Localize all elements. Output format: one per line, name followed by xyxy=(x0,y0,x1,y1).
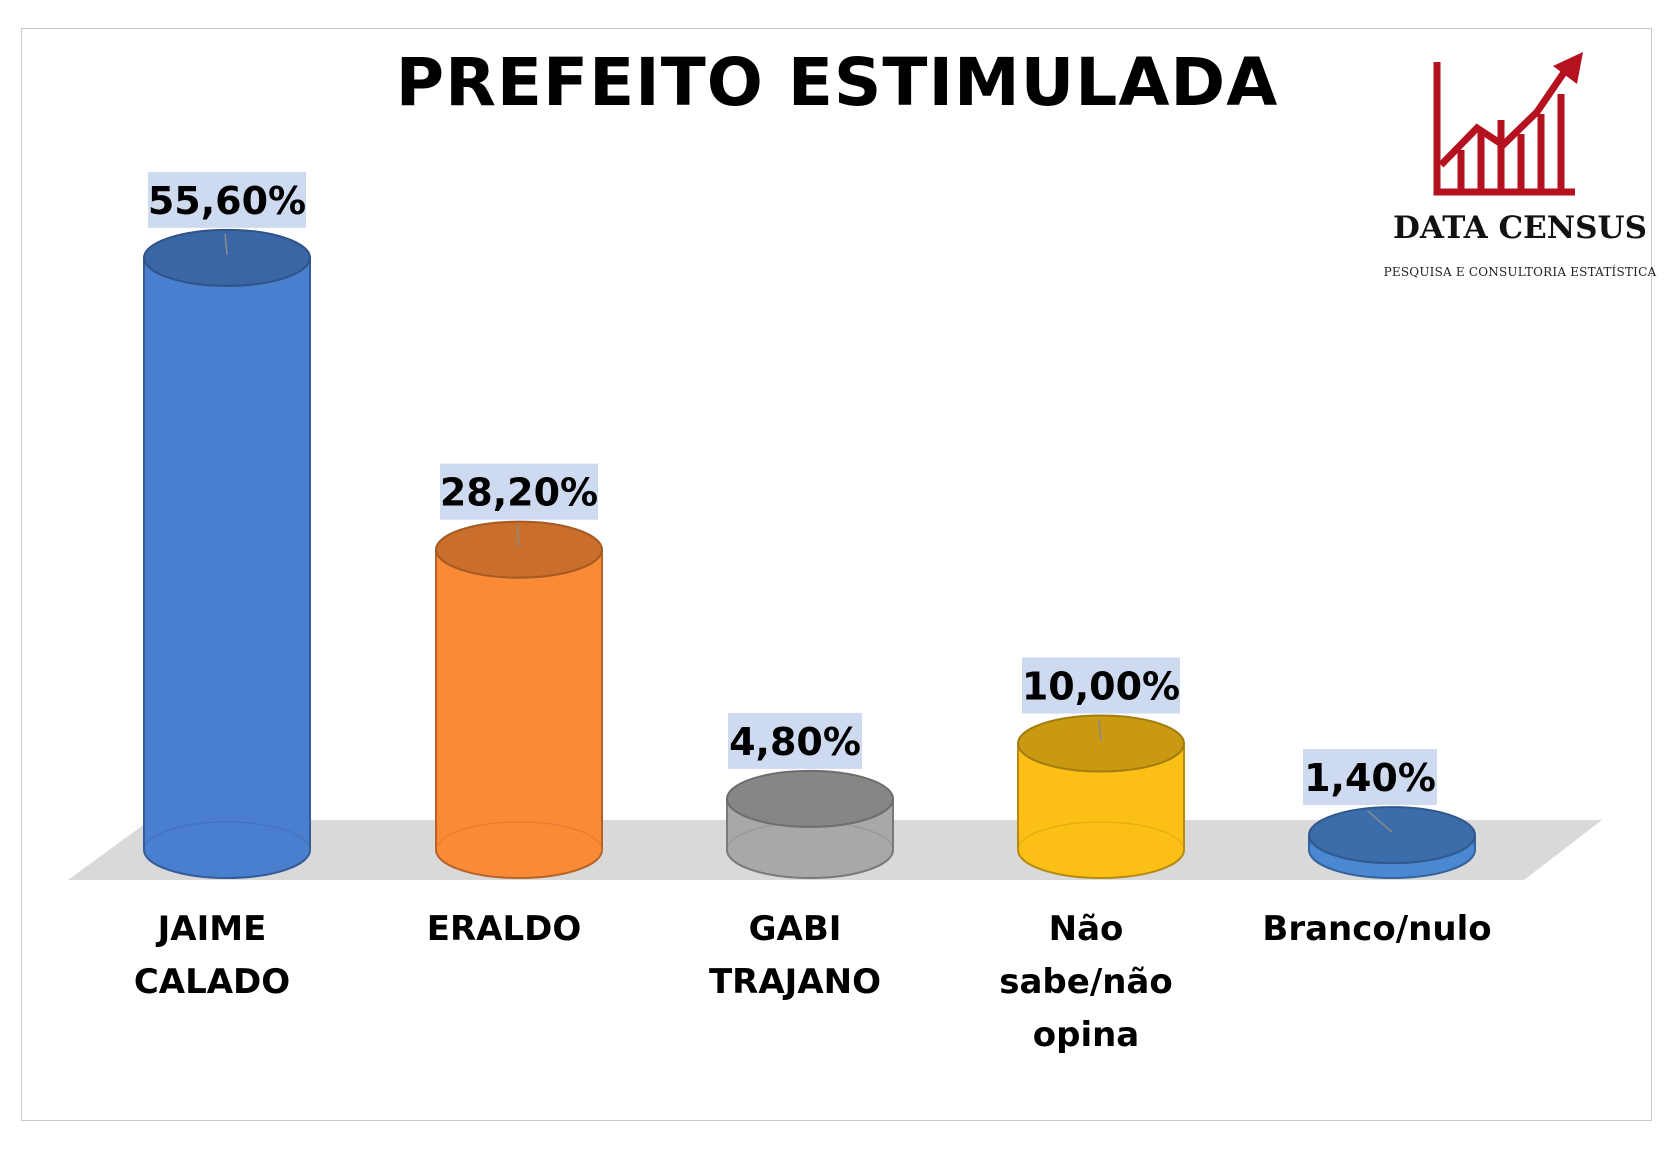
value-label-box xyxy=(728,712,862,769)
bar-n-o-sabe-n-o-opina xyxy=(1017,714,1185,879)
value-label-branco-nulo: 1,40% xyxy=(1304,756,1436,800)
bar-top xyxy=(1308,806,1476,865)
value-label-n-o-sabe-n-o-opina: 10,00% xyxy=(1022,665,1180,709)
bar-jaime-calado xyxy=(143,228,311,879)
category-label-branco-nulo: Branco/nulo xyxy=(1262,909,1491,949)
bar-body xyxy=(143,256,311,879)
value-label-jaime-calado: 55,60% xyxy=(148,179,306,223)
chart-trend-icon xyxy=(1433,52,1583,196)
bar-eraldo xyxy=(435,520,603,879)
bar-body xyxy=(1017,742,1185,879)
value-label-box xyxy=(440,463,598,520)
category-label-eraldo: ERALDO xyxy=(427,909,582,949)
bar-top xyxy=(726,769,894,828)
bar-branco-nulo xyxy=(1308,806,1476,879)
category-label-jaime-calado: JAIME CALADO xyxy=(134,909,290,1002)
bar-body xyxy=(435,548,603,879)
logo-name: DATA CENSUS xyxy=(1393,210,1647,246)
bar-top xyxy=(143,228,311,287)
bar-top xyxy=(1017,714,1185,773)
logo-tagline: PESQUISA E CONSULTORIA ESTATÍSTICA xyxy=(1383,265,1657,279)
bar-top xyxy=(435,520,603,579)
category-label-n-o-sabe-n-o-opina: Não sabe/não opina xyxy=(999,909,1173,1055)
value-label-box xyxy=(148,171,306,228)
value-label-box xyxy=(1303,749,1437,806)
value-label-box xyxy=(1022,657,1180,714)
value-label-eraldo: 28,20% xyxy=(440,471,598,515)
category-label-gabi-trajano: GABI TRAJANO xyxy=(709,909,881,1002)
bar-gabi-trajano xyxy=(726,769,894,879)
value-label-gabi-trajano: 4,80% xyxy=(729,720,861,764)
chart-title: PREFEITO ESTIMULADA xyxy=(395,44,1279,121)
